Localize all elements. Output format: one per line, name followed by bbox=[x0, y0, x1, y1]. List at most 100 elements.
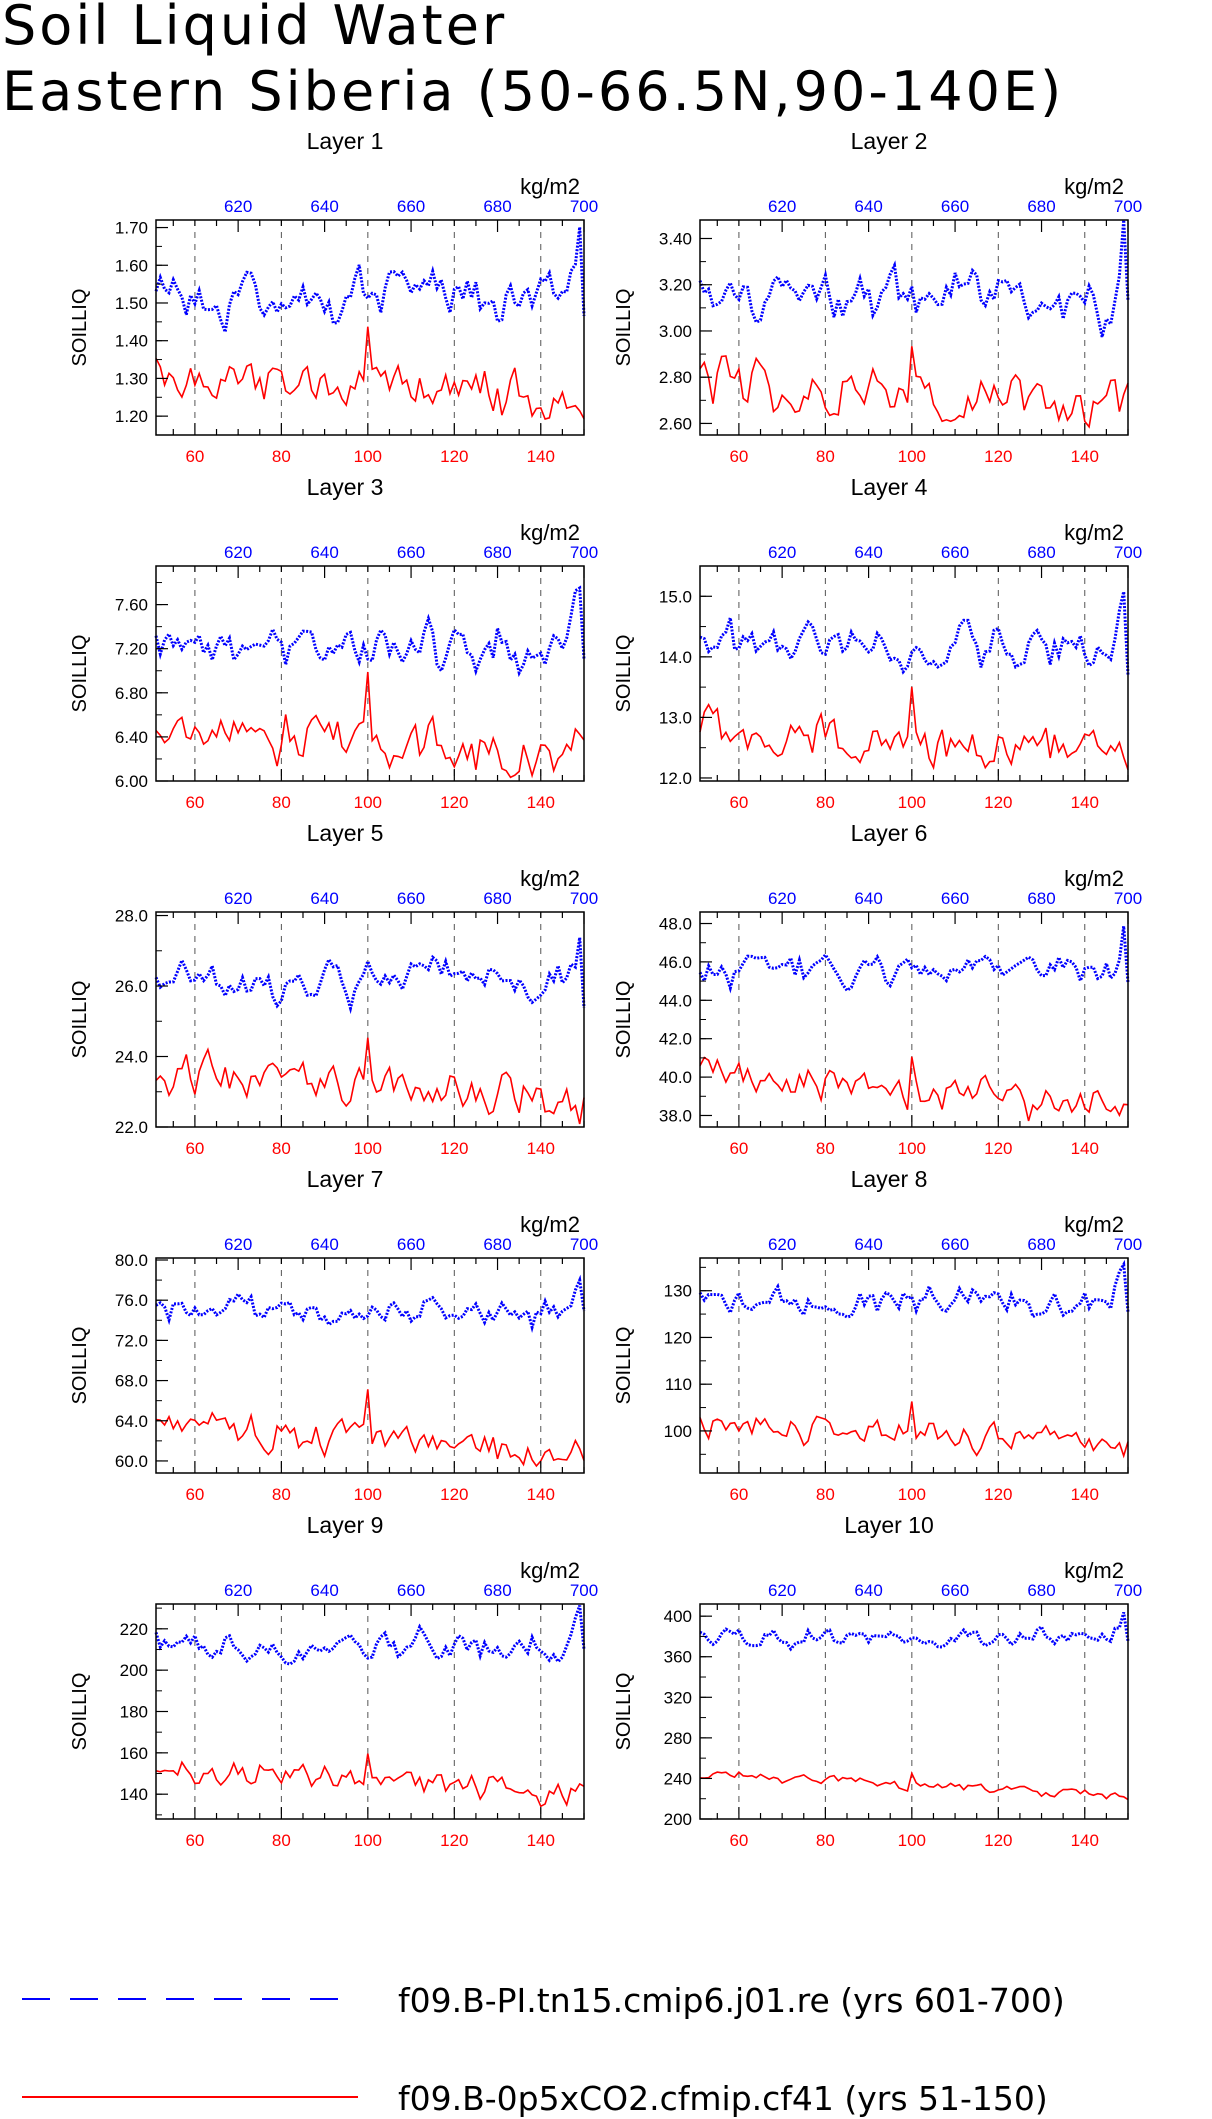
y-tick-label: 360 bbox=[664, 1648, 692, 1667]
panel-10: Layer 10 kg/m2 SOILLIQ 60 80 100 120 140 620 640 6… bbox=[613, 1512, 1142, 1850]
panel-title: Layer 9 bbox=[307, 1512, 384, 1538]
top-tick-label: 660 bbox=[397, 1581, 425, 1600]
top-axis-unit: kg/m2 bbox=[520, 520, 580, 545]
series-blue-line bbox=[698, 1259, 1130, 1319]
y-tick-label: 6.80 bbox=[115, 684, 148, 703]
y-tick-label: 38.0 bbox=[659, 1106, 692, 1125]
top-tick-label: 700 bbox=[1114, 889, 1142, 908]
y-axis-label: SOILLIQ bbox=[613, 635, 635, 713]
series-red-line bbox=[155, 1753, 585, 1808]
bottom-tick-label: 100 bbox=[898, 1831, 926, 1850]
y-tick-label: 1.50 bbox=[115, 294, 148, 313]
y-tick-label: 3.40 bbox=[659, 229, 692, 248]
legend-red-label: f09.B-0p5xCO2.cfmip.cf41 (yrs 51-150) bbox=[398, 2079, 1048, 2118]
y-tick-label: 7.20 bbox=[115, 640, 148, 659]
top-tick-label: 640 bbox=[854, 1581, 882, 1600]
top-tick-label: 680 bbox=[483, 1235, 511, 1254]
top-tick-label: 620 bbox=[768, 1581, 796, 1600]
top-tick-label: 660 bbox=[397, 1235, 425, 1254]
top-tick-label: 620 bbox=[224, 197, 252, 216]
y-tick-label: 2.80 bbox=[659, 368, 692, 387]
panel-6: Layer 6 kg/m2 SOILLIQ 60 80 100 120 140 620 640 66… bbox=[613, 820, 1142, 1158]
y-axis-label: SOILLIQ bbox=[69, 1673, 91, 1751]
bottom-tick-label: 60 bbox=[729, 1139, 748, 1158]
panel-1: Layer 1 kg/m2 SOILLIQ 60 80 100 120 140 620 640 66… bbox=[69, 128, 598, 466]
y-tick-label: 26.0 bbox=[115, 977, 148, 996]
series-red-line bbox=[699, 1401, 1129, 1459]
top-tick-label: 700 bbox=[570, 1581, 598, 1600]
bottom-tick-label: 100 bbox=[898, 447, 926, 466]
bottom-tick-label: 80 bbox=[272, 1485, 291, 1504]
bottom-tick-label: 100 bbox=[354, 1831, 382, 1850]
top-tick-label: 700 bbox=[1114, 1581, 1142, 1600]
y-tick-label: 320 bbox=[664, 1688, 692, 1707]
bottom-tick-label: 80 bbox=[816, 1831, 835, 1850]
panel-title: Layer 3 bbox=[307, 474, 384, 500]
y-tick-label: 76.0 bbox=[115, 1291, 148, 1310]
top-tick-label: 700 bbox=[570, 889, 598, 908]
y-tick-label: 80.0 bbox=[115, 1251, 148, 1270]
top-tick-label: 680 bbox=[1027, 889, 1055, 908]
bottom-tick-label: 80 bbox=[816, 1139, 835, 1158]
top-tick-label: 700 bbox=[1114, 1235, 1142, 1254]
panel-title: Layer 8 bbox=[851, 1166, 928, 1192]
top-axis-unit: kg/m2 bbox=[1064, 520, 1124, 545]
series-blue-line bbox=[154, 937, 586, 1015]
bottom-tick-label: 60 bbox=[185, 793, 204, 812]
top-tick-label: 620 bbox=[224, 543, 252, 562]
top-tick-label: 660 bbox=[941, 543, 969, 562]
y-tick-label: 12.0 bbox=[659, 769, 692, 788]
y-tick-label: 240 bbox=[664, 1769, 692, 1788]
y-tick-label: 1.60 bbox=[115, 256, 148, 275]
y-tick-label: 1.30 bbox=[115, 369, 148, 388]
top-tick-label: 620 bbox=[224, 1235, 252, 1254]
series-red-line bbox=[155, 1037, 585, 1125]
y-tick-label: 14.0 bbox=[659, 648, 692, 667]
y-tick-label: 72.0 bbox=[115, 1331, 148, 1350]
top-axis-unit: kg/m2 bbox=[520, 866, 580, 891]
bottom-tick-label: 140 bbox=[527, 1485, 555, 1504]
y-tick-label: 400 bbox=[664, 1607, 692, 1626]
y-tick-label: 280 bbox=[664, 1729, 692, 1748]
top-tick-label: 640 bbox=[310, 197, 338, 216]
y-tick-label: 28.0 bbox=[115, 907, 148, 926]
y-tick-label: 2.60 bbox=[659, 414, 692, 433]
top-axis-unit: kg/m2 bbox=[520, 174, 580, 199]
bottom-tick-label: 120 bbox=[440, 1831, 468, 1850]
top-tick-label: 640 bbox=[310, 1581, 338, 1600]
bottom-tick-label: 80 bbox=[272, 447, 291, 466]
top-tick-label: 640 bbox=[310, 543, 338, 562]
plot-frame bbox=[699, 565, 1129, 782]
bottom-tick-label: 140 bbox=[527, 793, 555, 812]
bottom-tick-label: 120 bbox=[984, 793, 1012, 812]
y-tick-label: 220 bbox=[120, 1620, 148, 1639]
plot-frame bbox=[155, 565, 585, 782]
y-axis-label: SOILLIQ bbox=[69, 289, 91, 367]
bottom-tick-label: 140 bbox=[527, 1139, 555, 1158]
plot-frame bbox=[155, 911, 585, 1128]
panel-title: Layer 2 bbox=[851, 128, 928, 154]
chart-title-line-1: Soil Liquid Water bbox=[2, 0, 508, 57]
bottom-tick-label: 80 bbox=[272, 1139, 291, 1158]
y-tick-label: 120 bbox=[664, 1328, 692, 1347]
y-tick-label: 68.0 bbox=[115, 1372, 148, 1391]
top-tick-label: 660 bbox=[941, 1581, 969, 1600]
panel-2: Layer 2 kg/m2 SOILLIQ 60 80 100 120 140 620 640 66… bbox=[613, 128, 1142, 466]
bottom-tick-label: 100 bbox=[898, 1139, 926, 1158]
y-axis-label: SOILLIQ bbox=[613, 1673, 635, 1751]
bottom-tick-label: 80 bbox=[272, 1831, 291, 1850]
y-tick-label: 40.0 bbox=[659, 1068, 692, 1087]
series-blue-line bbox=[698, 219, 1130, 338]
bottom-tick-label: 60 bbox=[185, 1139, 204, 1158]
top-axis-unit: kg/m2 bbox=[520, 1558, 580, 1583]
series-blue-line bbox=[154, 226, 586, 338]
series-blue-line bbox=[698, 926, 1130, 994]
top-tick-label: 700 bbox=[570, 543, 598, 562]
bottom-tick-label: 100 bbox=[354, 1139, 382, 1158]
top-tick-label: 660 bbox=[397, 889, 425, 908]
plot-frame bbox=[699, 1257, 1129, 1474]
bottom-tick-label: 140 bbox=[1071, 447, 1099, 466]
legend: f09.B-PI.tn15.cmip6.j01.re (yrs 601-700)… bbox=[22, 1981, 1065, 2118]
top-tick-label: 660 bbox=[397, 543, 425, 562]
bottom-tick-label: 60 bbox=[729, 447, 748, 466]
